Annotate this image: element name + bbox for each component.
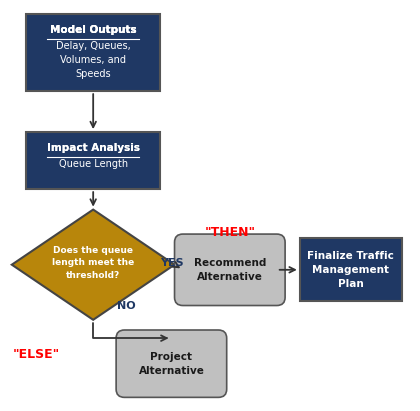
Text: Queue Length: Queue Length <box>59 159 128 169</box>
Text: "ELSE": "ELSE" <box>13 348 60 361</box>
Text: Project
Alternative: Project Alternative <box>139 352 205 376</box>
Text: Finalize Traffic
Management
Plan: Finalize Traffic Management Plan <box>307 251 394 289</box>
Text: Model Outputs: Model Outputs <box>50 25 136 35</box>
Text: Model Outputs: Model Outputs <box>50 25 136 35</box>
Text: "THEN": "THEN" <box>205 226 256 238</box>
Polygon shape <box>12 210 175 320</box>
FancyBboxPatch shape <box>175 234 285 305</box>
FancyBboxPatch shape <box>26 14 160 91</box>
Text: NO: NO <box>117 300 136 311</box>
Text: Model Outputs: Model Outputs <box>50 25 136 35</box>
Text: YES: YES <box>160 259 184 268</box>
Text: Impact Analysis: Impact Analysis <box>47 143 140 153</box>
Text: Delay, Queues,
Volumes, and
Speeds: Delay, Queues, Volumes, and Speeds <box>56 42 131 79</box>
FancyBboxPatch shape <box>116 330 227 397</box>
FancyBboxPatch shape <box>26 132 160 189</box>
Text: Impact Analysis: Impact Analysis <box>47 143 140 153</box>
Text: Recommend
Alternative: Recommend Alternative <box>194 258 266 282</box>
FancyBboxPatch shape <box>300 238 402 301</box>
Text: Does the queue
length meet the
threshold?: Does the queue length meet the threshold… <box>52 246 134 279</box>
